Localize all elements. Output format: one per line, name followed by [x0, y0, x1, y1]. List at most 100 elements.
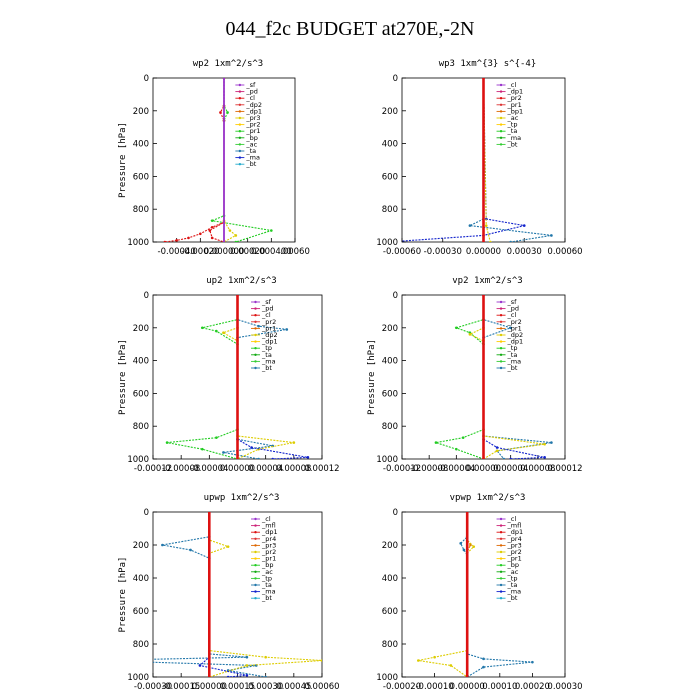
data-point-pr1 — [215, 436, 218, 439]
legend-label: _ac — [507, 568, 519, 576]
legend-marker — [499, 577, 503, 580]
legend-label: _sf — [245, 81, 256, 89]
data-point-cl — [465, 675, 469, 677]
x-tick-label: -0.00008 — [162, 464, 200, 474]
legend-marker — [238, 110, 242, 113]
data-point-pr3 — [234, 234, 238, 237]
data-point-pr2 — [495, 449, 499, 453]
plot-frame — [152, 511, 323, 678]
legend-label: _cl — [261, 311, 271, 319]
y-tick-label: 0 — [144, 291, 149, 301]
y-tick-label: 800 — [382, 205, 398, 215]
x-tick-label: -0.00030 — [134, 682, 172, 692]
series-group — [402, 78, 553, 242]
legend-label: _ma — [261, 588, 276, 596]
y-tick-label: 1000 — [376, 673, 398, 683]
legend-marker — [254, 340, 257, 343]
legend-label: _bp1 — [507, 107, 524, 115]
series-line-tp — [153, 512, 266, 677]
legend-label: _pr2 — [261, 318, 276, 326]
legend-label: _pd — [261, 305, 274, 313]
legend-label: _ta — [507, 127, 518, 135]
series-group — [95, 512, 322, 677]
series-group — [165, 295, 310, 459]
legend-label: _pr2 — [507, 94, 522, 102]
data-point-pr1 — [270, 229, 273, 232]
legend-marker — [499, 557, 503, 560]
legend-marker — [254, 327, 257, 330]
legend-marker — [499, 353, 503, 356]
x-tick-label: 0.00000 — [466, 464, 501, 474]
legend-label: _tp — [507, 344, 518, 352]
x-tick-label: 0.00000 — [192, 682, 227, 692]
y-tick-label: 1000 — [127, 238, 149, 248]
legend-marker — [254, 300, 257, 304]
y-tick-label: 800 — [382, 640, 398, 650]
legend-label: _bt — [245, 160, 256, 168]
legend-marker — [238, 163, 242, 166]
legend-label: _tp — [507, 121, 518, 129]
legend-label: _cl — [261, 515, 271, 523]
chart-panel-3: up2 1xm^2/s^3 0 200 400 600 800 1000 Pressure [… — [118, 276, 340, 474]
legend-label: _ac — [245, 140, 257, 148]
legend-marker — [254, 320, 257, 323]
legend-marker — [499, 550, 503, 554]
data-point-ta — [509, 457, 512, 459]
legend-marker — [238, 143, 242, 146]
legend-label: _ta — [261, 581, 272, 589]
legend-marker — [499, 97, 503, 100]
y-tick-label: 200 — [382, 541, 398, 551]
data-point-pr1 — [234, 240, 238, 242]
legend-label: _ta — [507, 351, 518, 359]
data-point-tp — [550, 234, 553, 237]
y-tick-label: 0 — [393, 291, 398, 301]
data-point-ta — [543, 456, 546, 459]
y-tick-label: 800 — [382, 422, 398, 432]
legend-label: _cl — [507, 515, 517, 523]
legend-label: _tp — [261, 574, 272, 582]
data-point-cl — [482, 240, 485, 242]
data-point-cl — [199, 232, 202, 236]
data-point-bt — [222, 240, 226, 242]
y-tick-label: 800 — [133, 640, 149, 650]
series-line-dp1 — [209, 78, 225, 242]
data-point-ta — [245, 674, 249, 677]
data-point-bt — [222, 78, 226, 80]
data-point-cl — [210, 225, 214, 229]
y-tick-label: 800 — [133, 422, 149, 432]
data-point-pr2 — [488, 240, 492, 242]
legend-label: _pr3 — [245, 114, 260, 122]
panel-title: vpwp 1xm^2/s^3 — [450, 493, 526, 503]
legend-label: _pr2 — [261, 548, 276, 556]
legend-marker — [254, 564, 257, 567]
x-tick-label: -0.00012 — [134, 464, 172, 474]
data-point-tp — [502, 457, 506, 459]
y-tick-label: 0 — [393, 74, 398, 84]
y-tick-label: 0 — [144, 508, 149, 518]
x-tick-label: -0.00020 — [181, 247, 219, 257]
data-point-tp — [285, 328, 289, 331]
legend-marker — [499, 83, 503, 87]
y-tick-label: 1000 — [127, 455, 149, 465]
data-point-pr2 — [472, 545, 476, 548]
legend-label: _bt — [261, 594, 272, 602]
panel-title: up2 1xm^2/s^3 — [206, 276, 276, 286]
y-tick-label: 600 — [133, 607, 149, 617]
data-point-pr1 — [200, 326, 204, 330]
data-point-dp1 — [208, 229, 212, 232]
legend-label: _ta — [261, 351, 272, 359]
legend-marker — [499, 524, 503, 527]
data-point-tp — [95, 659, 98, 662]
x-tick-label: 0.00012 — [547, 464, 582, 474]
x-tick-label: .00060 — [280, 247, 310, 257]
data-point-ta — [306, 456, 310, 459]
chart-panel-4: vp2 1xm^2/s^3 0 200 400 600 800 1000 Pressure [… — [367, 276, 583, 474]
x-tick-label: 0.00004 — [493, 464, 528, 474]
legend-label: _ma — [261, 357, 276, 365]
legend-marker — [499, 103, 503, 107]
legend-marker — [499, 544, 503, 547]
data-point-cl — [236, 457, 239, 459]
legend-label: _cl — [245, 94, 255, 102]
y-tick-label: 200 — [382, 324, 398, 334]
